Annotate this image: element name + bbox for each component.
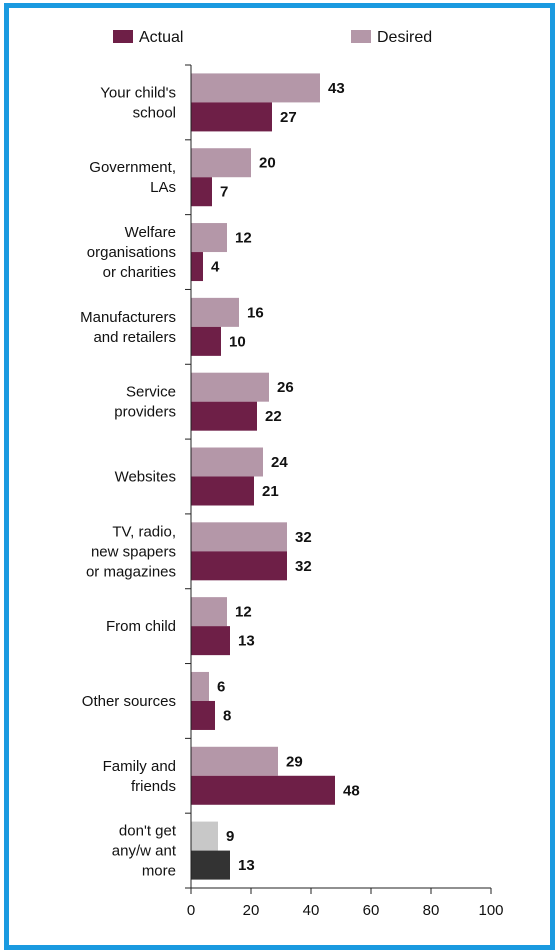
value-label-desired: 29 — [286, 753, 303, 770]
x-tick-label: 100 — [478, 902, 503, 919]
value-label-actual: 21 — [262, 483, 279, 500]
x-tick-label: 80 — [423, 902, 440, 919]
value-label-desired: 20 — [259, 155, 276, 172]
bar-desired — [191, 447, 263, 477]
bar-actual — [191, 626, 230, 656]
value-label-actual: 48 — [343, 782, 360, 799]
bar-desired — [191, 746, 278, 776]
value-label-desired: 24 — [271, 454, 288, 471]
value-label-actual: 7 — [220, 184, 228, 201]
category-label: Family and friends — [103, 758, 176, 795]
value-label-desired: 12 — [235, 604, 252, 621]
value-label-actual: 22 — [265, 408, 282, 425]
category-label: Manufacturers and retailers — [80, 309, 176, 346]
value-label-desired: 26 — [277, 379, 294, 396]
bar-actual — [191, 102, 272, 132]
bar-actual — [191, 326, 221, 356]
value-label-desired: 32 — [295, 529, 312, 546]
value-label-actual: 13 — [238, 633, 255, 650]
category-labels: Your child's school Government, LAs Welfare o… — [80, 64, 191, 880]
value-label-actual: 8 — [223, 707, 231, 724]
x-axis: 0 20 40 60 80 100 — [185, 65, 504, 919]
category-label: Government, LAs — [89, 159, 176, 196]
legend-swatch-desired — [351, 30, 371, 43]
category-label: don't get any/w ant more — [112, 823, 177, 880]
bar-desired — [191, 223, 227, 253]
value-label-actual: 4 — [211, 259, 220, 276]
legend-label-actual: Actual — [139, 29, 183, 46]
bar-desired — [191, 522, 287, 552]
x-tick-label: 20 — [243, 902, 260, 919]
value-label-desired: 6 — [217, 678, 225, 695]
bar-actual — [191, 850, 230, 880]
value-label-actual: 13 — [238, 857, 255, 874]
bar-desired — [191, 821, 218, 851]
category-label: Other sources — [82, 693, 176, 710]
category-label: From child — [106, 618, 176, 635]
bar-desired — [191, 372, 269, 402]
bar-actual — [191, 700, 215, 730]
legend: Actual Desired — [113, 29, 432, 46]
bar-desired — [191, 148, 251, 178]
value-label-desired: 12 — [235, 230, 252, 247]
bar-desired — [191, 73, 320, 103]
x-tick-label: 0 — [187, 902, 195, 919]
legend-label-desired: Desired — [377, 29, 432, 46]
category-label: Websites — [115, 469, 176, 486]
value-label-actual: 27 — [280, 109, 297, 126]
category-label: TV, radio, new spapers or magazines — [86, 523, 176, 580]
bar-actual — [191, 252, 203, 282]
bar-actual — [191, 551, 287, 581]
bar-desired — [191, 297, 239, 327]
value-label-desired: 9 — [226, 828, 234, 845]
value-label-actual: 10 — [229, 333, 246, 350]
value-label-desired: 43 — [328, 80, 345, 97]
bar-desired — [191, 671, 209, 701]
value-label-actual: 32 — [295, 558, 312, 575]
bar-actual — [191, 476, 254, 506]
category-label: Service providers — [114, 384, 176, 421]
bar-actual — [191, 401, 257, 431]
x-tick-label: 40 — [303, 902, 320, 919]
value-label-desired: 16 — [247, 304, 264, 321]
legend-swatch-actual — [113, 30, 133, 43]
bar-actual — [191, 775, 335, 805]
category-label: Your child's school — [100, 84, 176, 121]
bar-actual — [191, 177, 212, 207]
bar-desired — [191, 597, 227, 627]
category-label: Welfare organisations or charities — [87, 224, 176, 281]
x-tick-label: 60 — [363, 902, 380, 919]
